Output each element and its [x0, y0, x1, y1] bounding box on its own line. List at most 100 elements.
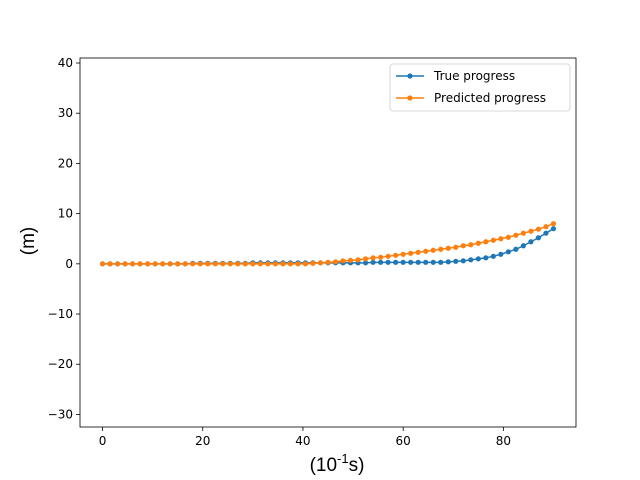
x-tick-label: 0	[99, 434, 107, 448]
data-point	[520, 230, 526, 236]
data-point	[265, 261, 271, 267]
data-point	[415, 249, 421, 255]
data-point	[505, 234, 511, 240]
data-point	[197, 261, 203, 267]
data-point	[460, 258, 466, 264]
data-point	[528, 228, 534, 234]
data-point	[543, 224, 549, 230]
data-point	[520, 243, 526, 249]
data-point	[160, 261, 166, 267]
data-point	[227, 261, 233, 267]
data-point	[535, 226, 542, 232]
x-tick-label: 60	[396, 434, 411, 448]
data-point	[287, 261, 294, 267]
data-point	[453, 244, 459, 250]
data-point	[483, 255, 489, 261]
data-point	[340, 258, 346, 264]
legend: True progress Predicted progress	[389, 63, 571, 112]
legend-marker	[407, 95, 413, 101]
data-point	[122, 261, 128, 267]
data-point	[445, 259, 451, 265]
y-tick-label: −10	[48, 307, 73, 321]
data-point	[490, 237, 496, 243]
data-point	[347, 257, 354, 263]
legend-entry: True progress	[396, 69, 515, 83]
data-point	[505, 249, 511, 255]
data-point	[332, 259, 339, 265]
y-tick-label: −20	[48, 357, 73, 371]
data-point	[513, 232, 519, 238]
data-point	[423, 259, 429, 265]
data-point	[490, 253, 496, 259]
data-point	[310, 260, 316, 266]
data-point	[145, 261, 151, 267]
legend-marker	[407, 73, 413, 79]
data-point	[362, 256, 369, 262]
data-point	[430, 259, 436, 265]
data-point	[114, 261, 121, 267]
data-point	[400, 251, 406, 257]
y-axis-label: (m)	[18, 227, 39, 255]
y-tick-label: 0	[65, 257, 73, 271]
x-tick-label: 40	[295, 434, 310, 448]
data-point	[468, 242, 474, 248]
data-point	[378, 259, 384, 265]
y-tick-label: −30	[48, 407, 73, 421]
data-point	[460, 243, 466, 249]
x-tick-label: 20	[195, 434, 210, 448]
data-point	[400, 259, 406, 265]
data-point	[528, 239, 534, 245]
data-point	[385, 253, 391, 259]
data-point	[317, 260, 324, 266]
data-point	[250, 261, 256, 267]
data-point	[257, 261, 263, 267]
data-point	[415, 259, 421, 265]
data-point	[152, 261, 158, 267]
data-point	[370, 255, 376, 261]
data-point	[175, 261, 181, 267]
legend-label: True progress	[433, 69, 515, 83]
data-point	[302, 261, 309, 267]
data-point	[408, 259, 414, 265]
data-point	[498, 251, 504, 257]
data-point	[483, 239, 489, 245]
data-point	[475, 256, 481, 262]
y-tick-label: 30	[58, 106, 73, 120]
data-point	[475, 240, 481, 246]
data-point	[550, 221, 557, 227]
data-point	[242, 261, 248, 267]
data-point	[220, 261, 226, 267]
data-point	[235, 261, 241, 267]
y-tick-label: 10	[58, 207, 73, 221]
data-point	[468, 257, 474, 263]
data-point	[423, 248, 429, 254]
data-point	[272, 261, 278, 267]
series-layer	[99, 221, 557, 267]
data-point	[453, 258, 459, 264]
data-point	[445, 245, 451, 251]
legend-entry: Predicted progress	[396, 91, 546, 105]
data-point	[513, 246, 519, 252]
series-2	[99, 221, 557, 267]
data-point	[535, 235, 542, 241]
data-point	[378, 254, 384, 260]
data-point	[393, 259, 399, 265]
x-ticks: 0 20 40 60 80	[99, 427, 511, 448]
x-axis-label: (10-1s)	[310, 451, 365, 476]
axes-frame	[79, 57, 577, 428]
legend-box	[389, 63, 571, 112]
data-point	[130, 261, 136, 267]
data-point	[408, 250, 414, 256]
y-tick-label: 20	[58, 156, 73, 170]
data-point	[550, 226, 557, 232]
data-point	[190, 261, 196, 267]
data-point	[430, 247, 436, 253]
data-point	[362, 260, 369, 266]
data-point	[107, 261, 113, 267]
data-point	[438, 259, 444, 265]
data-point	[137, 261, 143, 267]
data-point	[543, 230, 549, 236]
y-tick-label: 40	[58, 56, 73, 70]
y-ticks: −30 −20 −10 0 10 20 30 40	[48, 56, 80, 421]
data-point	[438, 246, 444, 252]
